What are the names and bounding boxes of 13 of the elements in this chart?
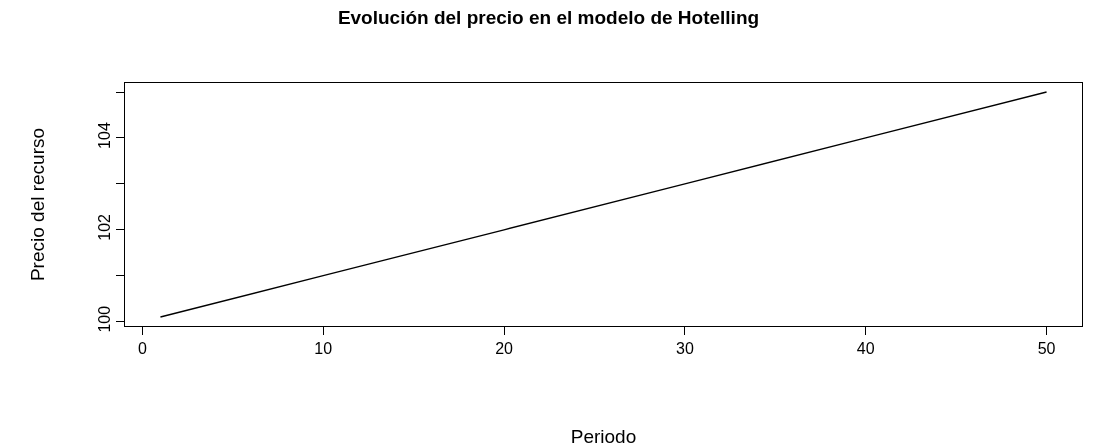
x-axis-title: Periodo <box>570 426 637 447</box>
y-tick-label: 102 <box>95 213 113 241</box>
x-tick-label: 0 <box>137 340 147 358</box>
x-tick-label: 40 <box>856 340 875 358</box>
y-tick-label: 100 <box>95 305 113 333</box>
x-tick-label: 30 <box>675 340 694 358</box>
line-series <box>159 91 1048 318</box>
x-tick-label: 50 <box>1037 340 1056 358</box>
y-axis-title: Precio del recurso <box>27 127 49 282</box>
y-tick-label: 104 <box>95 122 113 149</box>
x-tick-label: 20 <box>495 340 514 358</box>
x-tick-label: 10 <box>314 340 333 358</box>
chart-title: Evolución del precio en el modelo de Hotelling <box>337 7 760 29</box>
